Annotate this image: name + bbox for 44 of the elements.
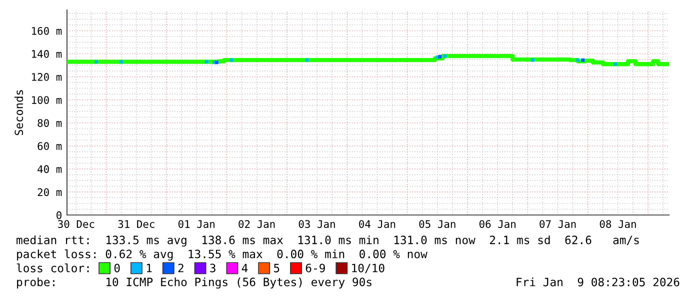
y-axis-title: Seconds <box>14 90 24 136</box>
x-tick-label: 06 Jan <box>479 220 516 228</box>
x-tick-label: 31 Dec <box>118 220 154 228</box>
point <box>214 60 218 64</box>
point <box>581 58 585 62</box>
text: probe: 10 ICMP Echo Pings (56 Bytes) every 90s <box>17 277 372 289</box>
x-tick-label: 02 Jan <box>238 220 275 228</box>
y-tick-label: 100 m <box>32 96 62 104</box>
y-tick-label: 60 m <box>38 142 62 150</box>
point <box>438 54 442 58</box>
y-tick-label: 80 m <box>38 119 62 127</box>
text: packet loss: 0.62 % avg 13.55 % max 0.00 % min 0.00 % now <box>17 249 428 261</box>
y-tick-label: 120 m <box>32 73 62 81</box>
legend-label: 2 <box>178 264 184 272</box>
x-tick-label: 08 Jan <box>600 220 636 228</box>
point <box>94 60 98 64</box>
text: Fri Jan 9 08:23:05 2026 <box>516 278 680 286</box>
legend-label: 4 <box>242 264 248 272</box>
point <box>443 54 447 58</box>
point <box>614 62 618 66</box>
x-tick-label: 30 Dec <box>58 220 94 228</box>
x-tick-label: 05 Jan <box>419 220 456 228</box>
y-tick-label: 0 <box>56 211 62 220</box>
point <box>230 58 234 62</box>
text: median rtt: 133.5 ms avg 138.6 ms max 131.0 ms min 131.0 ms now 2.1 ms sd 62.6 am/s <box>16 235 639 247</box>
point <box>204 60 208 64</box>
legend-label: 0 <box>114 264 120 272</box>
y-tick-label: 160 m <box>32 26 62 35</box>
y-tick-label: 40 m <box>38 165 62 174</box>
legend-title: loss color: <box>16 263 89 272</box>
x-tick-label: 03 Jan <box>298 220 335 228</box>
legend-label: 10/10 <box>352 264 384 274</box>
point <box>531 58 534 62</box>
point <box>305 58 309 62</box>
y-tick-label: 20 m <box>38 188 62 196</box>
legend-label: 5 <box>274 264 280 272</box>
y-tick-label: 140 m <box>32 50 62 58</box>
x-tick-label: 07 Jan <box>540 220 576 228</box>
x-tick-label: 04 Jan <box>359 220 396 228</box>
legend-label: 1 <box>146 264 152 272</box>
legend-label: 3 <box>210 264 216 272</box>
point <box>576 58 580 62</box>
x-tick-label: 01 Jan <box>178 220 214 228</box>
legend-label: 6-9 <box>306 264 325 272</box>
